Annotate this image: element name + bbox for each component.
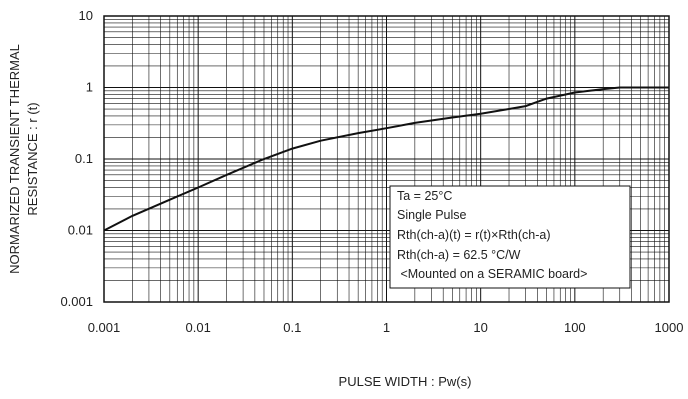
y-tick-label: 0.1 [75, 151, 93, 166]
note-line-1: Ta = 25°C [397, 189, 452, 203]
y-tick-label: 1 [86, 80, 93, 95]
note-line-3: Rth(ch-a)(t) = r(t)×Rth(ch-a) [397, 228, 551, 242]
note-line-4: Rth(ch-a) = 62.5 °C/W [397, 248, 521, 262]
y-tick-label: 10 [79, 8, 93, 23]
x-tick-label: 0.01 [186, 320, 211, 335]
note-line-5: <Mounted on a SERAMIC board> [397, 267, 587, 281]
x-tick-label: 10 [473, 320, 487, 335]
x-tick-labels: 0.001 0.01 0.1 1 10 100 1000 [88, 320, 684, 335]
x-axis-title: PULSE WIDTH : Pw(s) [339, 374, 472, 389]
conditions-box: Ta = 25°C Single Pulse Rth(ch-a)(t) = r(… [389, 185, 631, 289]
y-axis-title-line-2: RESISTANCE : r (t) [25, 102, 40, 215]
x-tick-label: 100 [564, 320, 586, 335]
series-line [103, 86, 669, 232]
plot-frame [103, 15, 670, 303]
y-tick-labels: 10 1 0.1 0.01 0.001 [60, 8, 93, 309]
conditions-box-frame [389, 185, 631, 289]
x-tick-label: 0.1 [283, 320, 301, 335]
y-tick-label: 0.001 [60, 294, 93, 309]
x-tick-label: 1000 [655, 320, 684, 335]
note-line-2: Single Pulse [397, 208, 467, 222]
y-axis-title-line-1: NORMARIZED TRANSIENT THERMAL [7, 44, 22, 274]
x-tick-label: 0.001 [88, 320, 121, 335]
y-tick-label: 0.01 [68, 223, 93, 238]
x-tick-label: 1 [383, 320, 390, 335]
